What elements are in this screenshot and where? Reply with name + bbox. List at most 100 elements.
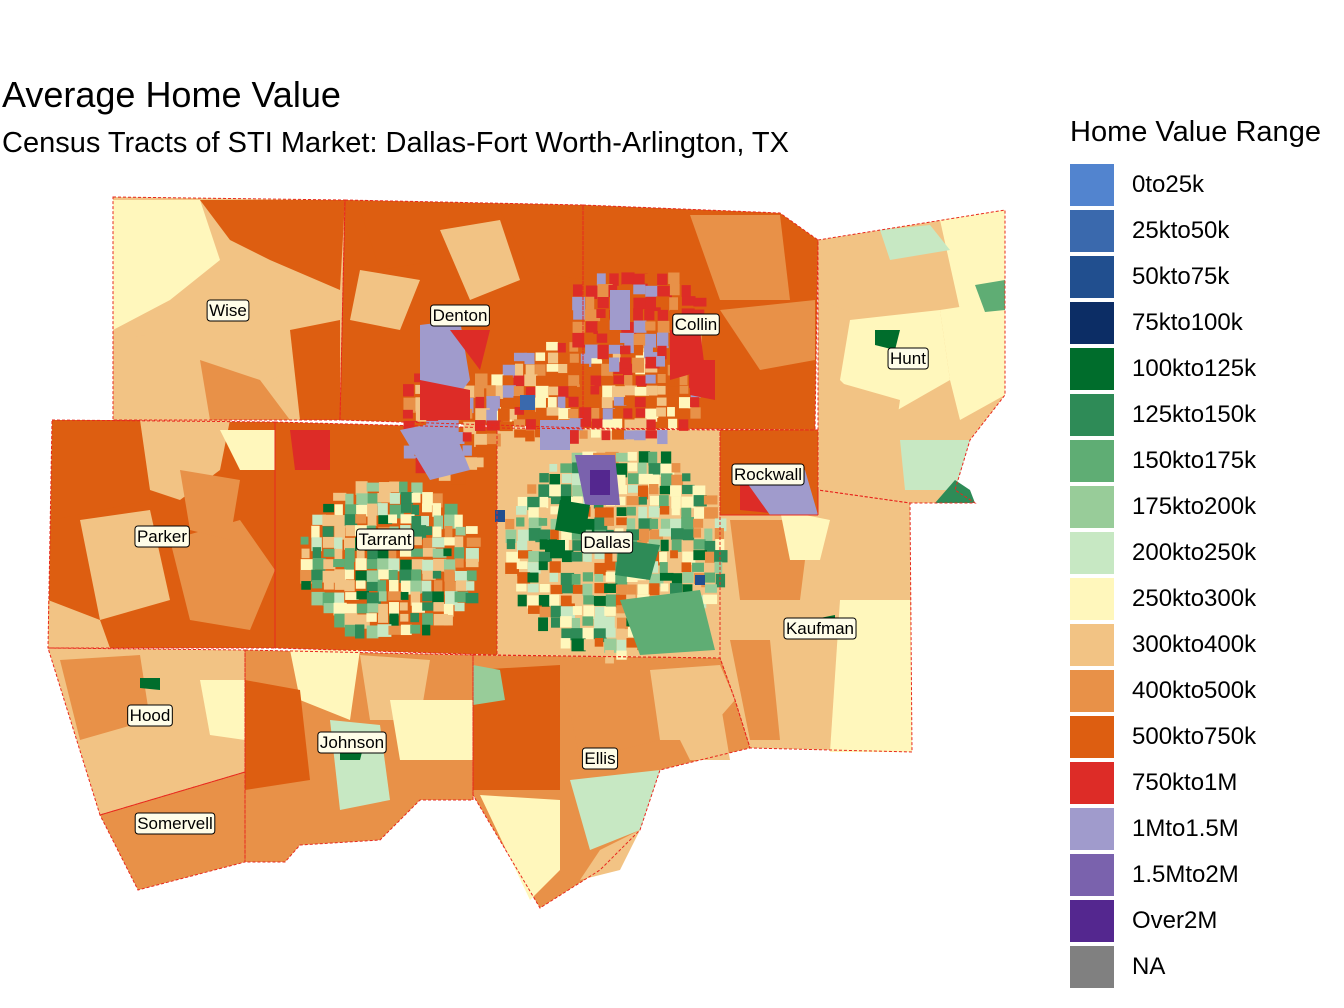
- legend-swatch: [1070, 762, 1114, 804]
- tract: [422, 503, 432, 513]
- tract: [400, 492, 414, 505]
- tract: [450, 330, 490, 370]
- tract: [502, 375, 513, 389]
- tract: [561, 473, 572, 484]
- legend-item: 1Mto1.5M: [1070, 806, 1256, 852]
- tract: [311, 569, 326, 582]
- tract: [514, 363, 524, 378]
- tract: [660, 518, 674, 530]
- tract: [612, 429, 626, 440]
- tract: [475, 373, 488, 389]
- tract: [657, 364, 669, 379]
- tract: [443, 603, 454, 617]
- tract: [344, 580, 355, 592]
- tract: [549, 594, 560, 606]
- tract: [513, 352, 528, 362]
- tract: [455, 558, 464, 568]
- tract: [690, 407, 701, 419]
- tract: [572, 485, 584, 498]
- tract: [422, 548, 436, 557]
- tract: [422, 537, 433, 552]
- tract: [432, 570, 442, 579]
- tract: [502, 385, 516, 399]
- tract: [645, 430, 657, 439]
- tract: [593, 595, 607, 606]
- tract: [538, 529, 551, 541]
- legend-label: 1.5Mto2M: [1132, 861, 1239, 888]
- tract: [505, 562, 520, 577]
- tract: [539, 583, 550, 593]
- tract: [527, 583, 539, 593]
- tract: [334, 537, 343, 551]
- county-border-wise: [112, 196, 346, 421]
- tract: [527, 595, 541, 609]
- tract: [432, 526, 442, 537]
- county-label-box: [127, 704, 173, 727]
- county-label-johnson: Johnson: [317, 731, 387, 754]
- tract: [715, 573, 726, 588]
- tract: [546, 407, 560, 416]
- county-labels: Wise Denton Collin Hunt Rockwall Parker Tarran…: [127, 299, 929, 835]
- county-label-box: [430, 304, 490, 327]
- tract: [558, 386, 569, 398]
- county-label-text: Rockwall: [734, 465, 802, 484]
- tract: [557, 396, 566, 409]
- tract: [635, 408, 650, 418]
- tract: [582, 583, 593, 596]
- county-label-rockwall: Rockwall: [731, 463, 805, 486]
- tract: [545, 540, 565, 552]
- tract: [290, 650, 360, 720]
- tract: [402, 409, 413, 419]
- tract: [604, 606, 616, 616]
- tract: [648, 484, 659, 495]
- tract: [444, 591, 458, 606]
- tract: [433, 602, 445, 612]
- tract: [704, 540, 716, 553]
- tract: [377, 493, 391, 503]
- tract: [604, 517, 615, 526]
- legend-swatch: [1070, 256, 1114, 298]
- tract: [389, 613, 399, 627]
- tract: [669, 284, 680, 296]
- tract: [682, 551, 696, 565]
- map-title: Average Home Value: [2, 74, 341, 115]
- tract: [602, 408, 616, 423]
- tract: [410, 580, 422, 594]
- tract: [444, 514, 457, 529]
- tract: [714, 518, 727, 532]
- tract: [505, 518, 515, 530]
- legend-label: 100kto125k: [1132, 355, 1257, 382]
- tract: [538, 507, 547, 520]
- tract: [624, 419, 635, 429]
- tract: [334, 592, 345, 607]
- tract: [633, 344, 643, 356]
- tract: [411, 482, 423, 495]
- tract: [549, 473, 561, 485]
- tract: [670, 550, 678, 559]
- tract: [591, 418, 603, 428]
- tract: [140, 420, 230, 500]
- tract: [390, 760, 473, 800]
- tract: [322, 536, 336, 548]
- tract: [301, 581, 311, 590]
- tract: [113, 200, 220, 330]
- legend-item: 25kto50k: [1070, 208, 1256, 254]
- legend-label: 1Mto1.5M: [1132, 815, 1239, 842]
- tract: [355, 624, 365, 639]
- tract: [411, 515, 423, 530]
- legend-swatch: [1070, 210, 1114, 252]
- tract: [561, 550, 574, 563]
- county-label-box: [731, 463, 805, 486]
- legend-swatch: [1070, 900, 1114, 942]
- county-label-collin: Collin: [672, 313, 720, 336]
- county-label-tarrant: Tarrant: [356, 528, 415, 551]
- legend-item: 50kto75k: [1070, 254, 1256, 300]
- tract: [421, 580, 432, 593]
- tract: [678, 397, 692, 409]
- tract: [646, 385, 658, 396]
- tract: [634, 386, 649, 396]
- tract: [344, 514, 358, 527]
- legend-label: 150kto175k: [1132, 447, 1257, 474]
- tract: [615, 452, 630, 462]
- tract: [422, 570, 436, 580]
